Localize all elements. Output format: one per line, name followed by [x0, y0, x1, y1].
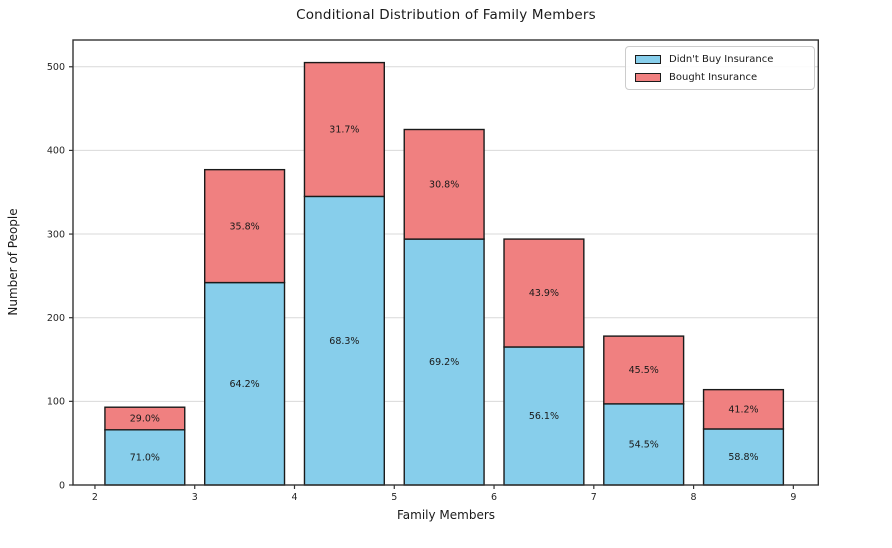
bar-segment [104, 406, 186, 431]
legend: Didn't Buy Insurance Bought Insurance [625, 46, 815, 90]
bar-percentage-label: 30.8% [429, 179, 459, 190]
legend-item-didnt-buy: Didn't Buy Insurance [635, 52, 806, 66]
bar-segment [303, 61, 385, 198]
bar-percentage-label: 64.2% [230, 379, 260, 390]
chart-title: Conditional Distribution of Family Membe… [296, 7, 596, 23]
y-tick-label: 100 [47, 397, 65, 408]
y-tick-label: 500 [47, 62, 65, 73]
legend-label: Bought Insurance [669, 71, 758, 83]
bar-percentage-label: 56.1% [529, 411, 559, 422]
y-tick-label: 300 [47, 229, 65, 240]
axes-spines [72, 39, 819, 486]
bar-percentage-label: 45.5% [629, 365, 659, 376]
x-tick-label: 2 [92, 492, 98, 503]
x-tick-label: 5 [391, 492, 397, 503]
bar-segment [203, 168, 286, 284]
bar-percentage-label: 71.0% [130, 453, 160, 464]
bar-percentage-label: 69.2% [429, 357, 459, 368]
x-axis-label: Family Members [396, 508, 496, 522]
y-axis-label: Number of People [6, 208, 20, 316]
x-tick-label: 7 [591, 492, 597, 503]
x-tick-label: 6 [491, 492, 497, 503]
bar-percentage-label: 43.9% [529, 288, 559, 299]
bar-percentage-label: 29.0% [130, 414, 160, 425]
bar-segment [303, 195, 385, 486]
bar-segment [503, 346, 585, 486]
x-tick-label: 8 [691, 492, 697, 503]
legend-swatch-bought-icon [635, 72, 661, 82]
bar-segment [403, 238, 485, 486]
bar-percentage-label: 68.3% [329, 336, 359, 347]
x-tick-label: 9 [790, 492, 796, 503]
x-tick-label: 4 [291, 492, 297, 503]
bar-segment [603, 335, 685, 405]
y-tick-label: 200 [47, 313, 65, 324]
y-tick-label: 400 [47, 146, 65, 157]
bar-segment [403, 128, 485, 240]
bar-percentage-label: 41.2% [728, 404, 758, 415]
legend-item-bought: Bought Insurance [635, 70, 806, 84]
bar-percentage-label: 58.8% [728, 452, 758, 463]
bar-percentage-label: 31.7% [329, 125, 359, 136]
bar-percentage-label: 54.5% [629, 440, 659, 451]
bar-segment [603, 403, 685, 486]
legend-label: Didn't Buy Insurance [669, 53, 774, 65]
bar-segment [503, 238, 585, 348]
bar-percentage-label: 35.8% [230, 221, 260, 232]
legend-swatch-didnt-buy-icon [635, 54, 661, 64]
x-tick-label: 3 [192, 492, 198, 503]
y-tick-label: 0 [59, 480, 65, 491]
bar-segment [702, 388, 785, 430]
